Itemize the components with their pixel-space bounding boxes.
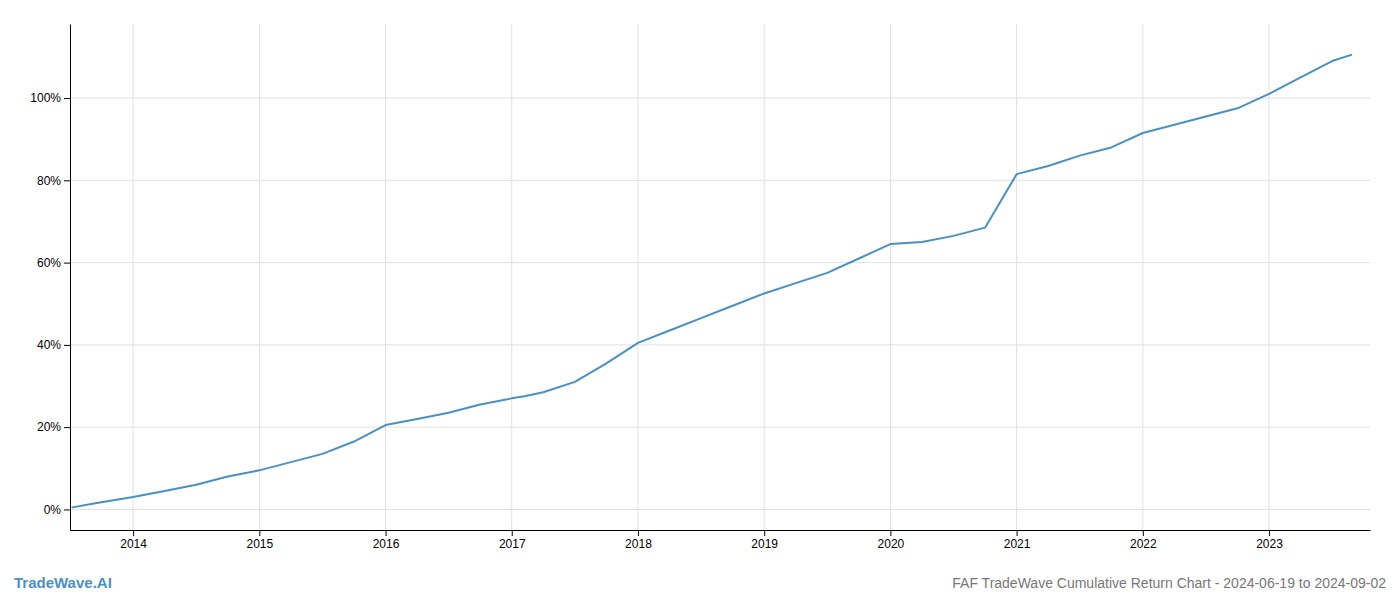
x-tick-label: 2021	[1004, 537, 1031, 551]
grid	[70, 24, 1370, 530]
grid-line-x	[1142, 24, 1143, 530]
grid-line-y	[70, 344, 1370, 345]
x-tick: 2014	[120, 530, 147, 551]
x-tick-mark	[133, 530, 134, 536]
x-tick-label: 2020	[878, 537, 905, 551]
title: FAF TradeWave Cumulative Return Chart - …	[952, 575, 1386, 591]
x-tick-mark	[890, 530, 891, 536]
grid-line-x	[764, 24, 765, 530]
x-tick-mark	[512, 530, 513, 536]
x-tick-mark	[386, 530, 387, 536]
x-tick-mark	[764, 530, 765, 536]
grid-line-x	[133, 24, 134, 530]
y-tick-mark	[64, 263, 70, 264]
y-tick: 60%	[37, 256, 70, 270]
y-axis-line	[70, 25, 71, 531]
x-axis: 2014 2015 2016 2017 2018 2019 2020 2021 2022 2023	[71, 530, 1371, 551]
line	[73, 55, 1352, 508]
x-tick-label: 2016	[373, 537, 400, 551]
grid-line-x	[1016, 24, 1017, 530]
x-tick: 2018	[625, 530, 652, 551]
y-axis: 0% 20% 40% 60% 80% 100%	[30, 25, 70, 531]
grid-line-x	[637, 24, 638, 530]
grid-line-x	[259, 24, 260, 530]
x-tick-label: 2023	[1256, 537, 1283, 551]
x-tick: 2015	[246, 530, 273, 551]
y-tick-label: 60%	[37, 256, 61, 270]
grid-line-x	[890, 24, 891, 530]
x-tick: 2016	[373, 530, 400, 551]
y-tick-label: 40%	[37, 338, 61, 352]
grid-line-x	[511, 24, 512, 530]
y-tick: 40%	[37, 338, 70, 352]
x-tick-mark	[1017, 530, 1018, 536]
x-tick-label: 2022	[1130, 537, 1157, 551]
x-tick: 2022	[1130, 530, 1157, 551]
x-tick-mark	[638, 530, 639, 536]
y-tick-label: 20%	[37, 420, 61, 434]
y-tick-label: 0%	[44, 503, 62, 517]
plot: 2014 2015 2016 2017 2018 2019 2020 2021 2022 2023…	[30, 24, 1370, 551]
y-tick-mark	[64, 98, 70, 99]
y-tick: 20%	[37, 420, 70, 434]
y-tick: 0%	[44, 503, 70, 517]
watermark: TradeWave.AI	[14, 574, 112, 591]
grid-line-y	[70, 427, 1370, 428]
x-tick-label: 2015	[246, 537, 273, 551]
x-tick-mark	[1269, 530, 1270, 536]
grid-line-x	[385, 24, 386, 530]
y-tick-mark	[64, 180, 70, 181]
grid-line-y	[70, 180, 1370, 181]
x-tick-mark	[1143, 530, 1144, 536]
grid-line-x	[1269, 24, 1270, 530]
x-tick-mark	[259, 530, 260, 536]
y-tick-label: 100%	[30, 91, 61, 105]
x-tick: 2017	[499, 530, 526, 551]
chart: 2014 2015 2016 2017 2018 2019 2020 2021 2022 2023…	[0, 0, 1400, 600]
x-tick: 2023	[1256, 530, 1283, 551]
x-tick: 2019	[751, 530, 778, 551]
x-tick: 2020	[878, 530, 905, 551]
grid-line-y	[70, 262, 1370, 263]
x-axis-line	[71, 530, 1371, 531]
marks	[73, 55, 1352, 508]
y-tick: 80%	[37, 174, 70, 188]
x-tick-label: 2018	[625, 537, 652, 551]
x-tick-label: 2014	[120, 537, 147, 551]
y-tick-mark	[64, 509, 70, 510]
grid-line-y	[70, 98, 1370, 99]
y-tick-mark	[64, 345, 70, 346]
y-tick: 100%	[30, 91, 70, 105]
x-tick: 2021	[1004, 530, 1031, 551]
x-tick-label: 2019	[751, 537, 778, 551]
grid-line-y	[70, 509, 1370, 510]
y-tick-mark	[64, 427, 70, 428]
y-tick-label: 80%	[37, 174, 61, 188]
x-tick-label: 2017	[499, 537, 526, 551]
